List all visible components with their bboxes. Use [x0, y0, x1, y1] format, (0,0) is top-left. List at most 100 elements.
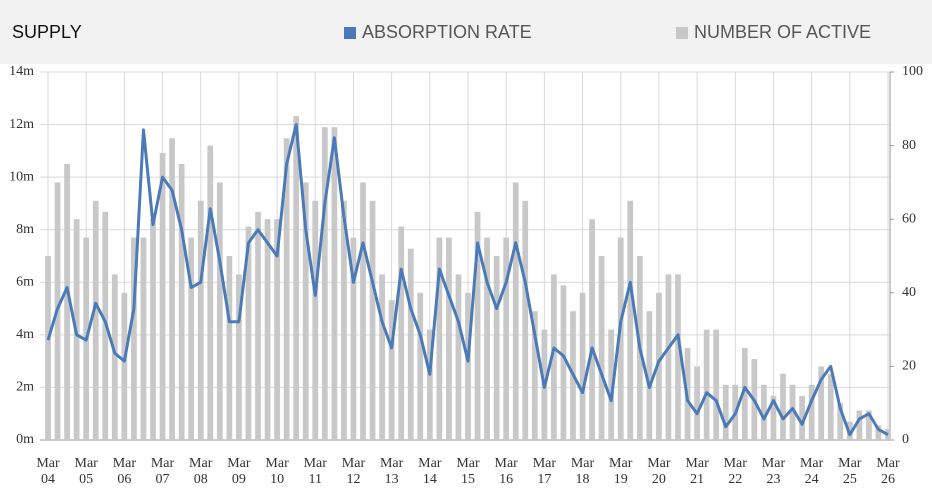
bar — [856, 410, 863, 440]
bar — [722, 384, 729, 440]
bar — [741, 348, 748, 440]
bar — [398, 226, 405, 440]
bar — [92, 200, 99, 440]
bar — [713, 329, 720, 440]
bar — [388, 300, 395, 440]
bar — [665, 274, 672, 440]
x-tick-label: Mar 07 — [150, 456, 175, 487]
legend-swatch — [676, 26, 688, 39]
x-tick-label: Mar 13 — [379, 456, 404, 487]
bar — [617, 237, 624, 440]
y-tick-label: 2m — [16, 380, 34, 395]
bar — [341, 200, 347, 440]
bar — [789, 384, 796, 440]
bar — [818, 366, 825, 440]
x-tick-label: Mar 15 — [456, 456, 480, 487]
bar — [274, 219, 280, 440]
y-tick-label: 10m — [9, 169, 34, 184]
bar — [837, 403, 844, 440]
header: SUPPLY ABSORPTION RATE NUMBER OF ACTIVE — [0, 0, 932, 64]
x-tick-label: Mar 10 — [265, 456, 289, 487]
y-tick-label: 12m — [9, 117, 34, 132]
x-tick-label: Mar 16 — [494, 456, 518, 487]
bar — [350, 237, 357, 440]
y2-tick-label: 20 — [902, 359, 916, 374]
legend-label: NUMBER OF ACTIVE — [694, 22, 872, 42]
bar — [589, 219, 595, 440]
x-tick-label: Mar 24 — [799, 456, 824, 487]
x-tick-label: Mar 18 — [570, 456, 595, 487]
bar — [45, 256, 51, 440]
x-tick-label: Mar 11 — [303, 456, 327, 487]
bar — [503, 237, 510, 440]
y-tick-label: 14m — [9, 64, 34, 79]
bar — [159, 152, 166, 440]
bar — [121, 292, 128, 440]
bar — [245, 226, 252, 440]
bar — [780, 373, 786, 440]
bar — [131, 237, 137, 440]
bar — [598, 256, 605, 440]
y2-tick-label: 0 — [902, 432, 909, 447]
bar — [512, 182, 519, 440]
bar — [178, 164, 185, 440]
bar — [64, 164, 70, 440]
bar — [579, 292, 586, 440]
bar — [255, 211, 261, 440]
bar — [808, 384, 815, 440]
bar — [264, 219, 271, 440]
bar — [283, 138, 290, 441]
bar — [694, 366, 700, 440]
x-tick-label: Mar 06 — [112, 456, 137, 487]
bar — [140, 237, 147, 440]
bar — [866, 410, 872, 440]
y2-tick-label: 80 — [902, 138, 916, 153]
bar — [646, 311, 653, 440]
bar — [360, 182, 366, 440]
x-tick-label: Mar 25 — [838, 456, 862, 487]
x-tick-label: Mar 08 — [189, 456, 213, 487]
bar — [417, 292, 424, 440]
bar — [656, 292, 662, 440]
bar — [379, 274, 385, 440]
chart-title: SUPPLY — [12, 22, 82, 42]
y2-tick-label: 100 — [902, 64, 923, 79]
x-tick-label: Mar 12 — [341, 456, 366, 487]
y2-tick-label: 60 — [902, 211, 916, 226]
y-tick-label: 8m — [16, 222, 34, 237]
bar — [369, 200, 376, 440]
x-tick-label: Mar 05 — [74, 456, 98, 487]
x-tick-label: Mar 09 — [227, 456, 251, 487]
x-tick-label: Mar 23 — [761, 456, 786, 487]
legend-label: ABSORPTION RATE — [362, 22, 532, 42]
bar — [331, 127, 338, 440]
bar — [675, 274, 681, 440]
bar — [875, 425, 882, 440]
x-tick-label: Mar 17 — [532, 456, 557, 487]
x-tick-label: Mar 26 — [876, 456, 900, 487]
y-tick-label: 4m — [16, 327, 34, 342]
x-tick-label: Mar 21 — [685, 456, 709, 487]
bar — [111, 274, 118, 440]
bar — [446, 237, 452, 440]
bar — [761, 384, 767, 440]
bar — [226, 256, 233, 440]
x-tick-label: Mar 22 — [723, 456, 747, 487]
bar — [455, 274, 462, 440]
bar — [407, 248, 414, 440]
legend-item: NUMBER OF ACTIVE — [676, 22, 871, 43]
bar — [312, 200, 319, 440]
bar — [321, 127, 328, 440]
bar — [216, 182, 223, 440]
bar — [551, 274, 557, 440]
bar — [608, 329, 615, 440]
bar — [293, 116, 300, 440]
y2-tick-label: 40 — [902, 285, 916, 300]
x-tick-label: Mar 19 — [609, 456, 633, 487]
bar — [236, 274, 242, 440]
bar — [302, 182, 309, 440]
bar — [465, 292, 471, 440]
bar — [426, 329, 433, 440]
